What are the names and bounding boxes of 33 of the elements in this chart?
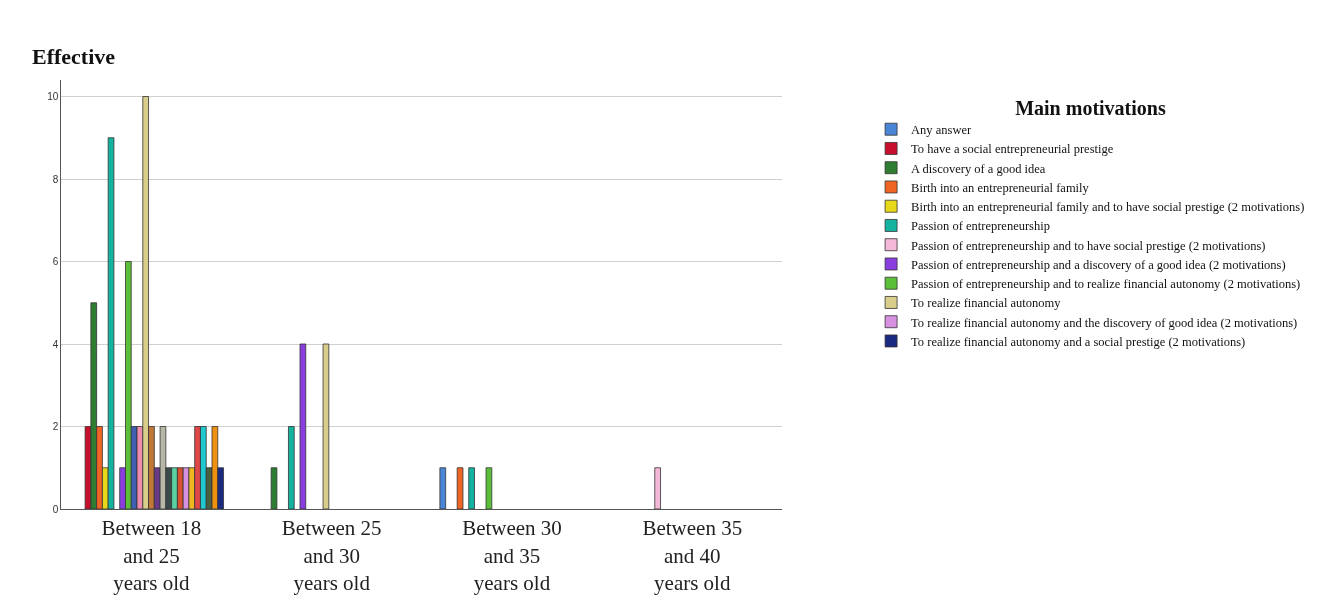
x-tick-label: Between 30 and 35 years old [462, 516, 562, 595]
y-tick-label: 4 [52, 338, 59, 350]
y-tick-label: 0 [52, 503, 59, 515]
y-axis-title: Effective [32, 44, 116, 69]
bar [456, 467, 464, 509]
legend-label: Passion of entrepreneurship and to realize financial autonomy (2 motivations) [911, 277, 1301, 292]
legend-label: To realize financial autonomy and a social prestige (2 motivations) [911, 334, 1246, 349]
x-tick-label: Between 18 and 25 years old [101, 516, 202, 595]
bar [299, 343, 307, 509]
legend-label: Birth into an entrepreneurial family [911, 180, 1090, 195]
bar [654, 467, 661, 509]
legend-label: Passion of entrepreneurship [911, 219, 1050, 234]
y-tick-label: 2 [52, 421, 59, 432]
legend-label: Passion of entrepreneurship and to have social prestige (2 motivations) [911, 238, 1266, 253]
legend-label: Birth into an entrepreneurial family and to have social prestige (2 motivations) [911, 200, 1305, 215]
legend-label: To realize financial autonomy and the discovery of good idea (2 motivations) [911, 315, 1298, 330]
y-tick-label: 6 [52, 256, 59, 267]
legend-label: To have a social entrepreneurial prestige [911, 142, 1114, 157]
y-tick-label: 10 [47, 91, 59, 102]
bar [270, 467, 278, 509]
x-tick-label: Between 35 and 40 years old [642, 516, 743, 595]
legend-label: Passion of entrepreneurship and a discovery of a good idea (2 motivations) [911, 257, 1286, 272]
legend-label: To realize financial autonomy [911, 296, 1062, 311]
bar [322, 343, 330, 509]
legend-title: Main motivations [1015, 96, 1166, 119]
bar [288, 426, 295, 509]
legend-label: A discovery of a good idea [911, 161, 1046, 176]
x-tick-label: Between 25 and 30 years old [281, 516, 382, 595]
y-tick-label: 8 [52, 173, 59, 185]
legend-label: Any answer [911, 123, 972, 138]
bar [468, 467, 475, 509]
bar [439, 467, 447, 509]
bar [485, 467, 493, 509]
